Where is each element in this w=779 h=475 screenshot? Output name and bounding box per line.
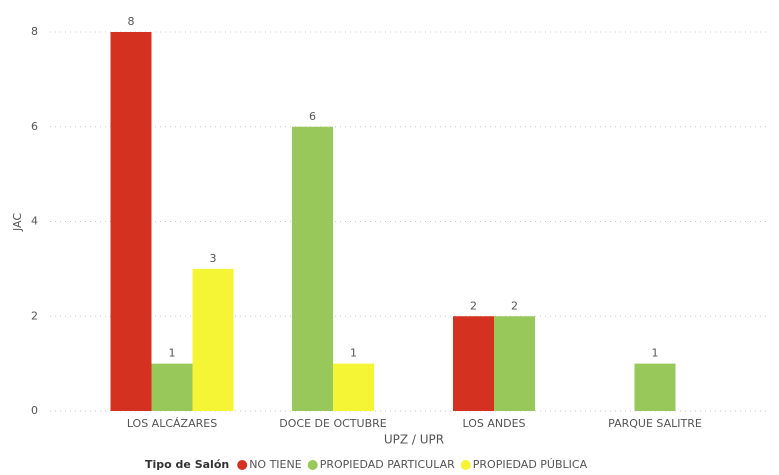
data-label: 1: [350, 347, 357, 360]
x-axis-label: UPZ / UPR: [384, 433, 444, 447]
legend-label: PROPIEDAD PÚBLICA: [473, 458, 588, 471]
legend-marker: [237, 460, 248, 470]
data-label: 6: [309, 110, 316, 123]
x-tick-label: DOCE DE OCTUBRE: [279, 417, 386, 430]
bar: [333, 363, 374, 411]
legend-label: NO TIENE: [249, 458, 302, 471]
bar: [494, 316, 535, 411]
y-axis-label: JAC: [11, 213, 24, 232]
data-label: 2: [511, 299, 518, 312]
data-label: 1: [652, 347, 659, 360]
x-tick-label: PARQUE SALITRE: [608, 417, 702, 430]
bar: [110, 32, 152, 411]
x-tick-label: LOS ANDES: [462, 417, 525, 430]
bar: [151, 363, 193, 411]
bar: [192, 268, 234, 411]
legend-title: Tipo de Salón: [145, 458, 229, 471]
y-tick-label: 6: [31, 120, 38, 133]
bar: [292, 126, 333, 411]
data-label: 1: [169, 347, 176, 360]
y-tick-label: 4: [31, 215, 38, 228]
y-tick-label: 0: [31, 404, 38, 417]
data-label: 2: [470, 299, 477, 312]
legend-label: PROPIEDAD PARTICULAR: [320, 458, 455, 471]
y-tick-label: 8: [31, 25, 38, 38]
x-tick-label: LOS ALCÁZARES: [127, 417, 217, 430]
y-tick-label: 2: [31, 309, 38, 322]
bar: [634, 363, 676, 411]
data-label: 3: [210, 252, 217, 265]
legend-marker: [460, 460, 471, 470]
bar: [453, 316, 494, 411]
data-label: 8: [128, 15, 135, 28]
legend-marker: [307, 460, 318, 470]
